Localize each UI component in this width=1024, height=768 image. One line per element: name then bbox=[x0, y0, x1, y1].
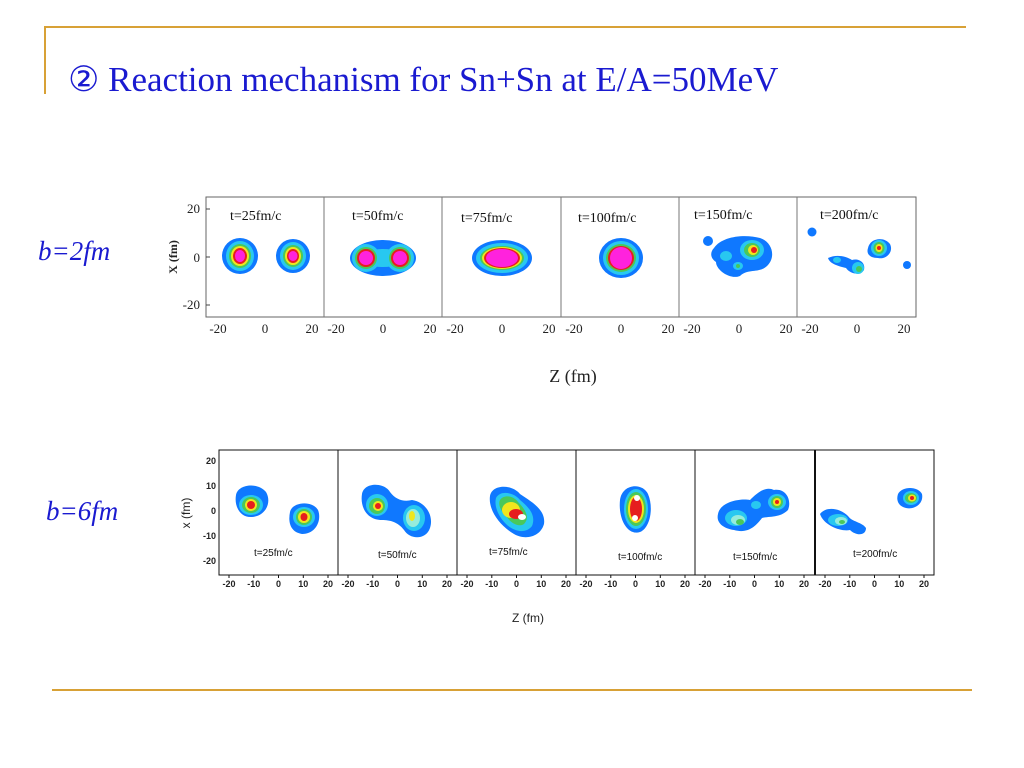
x-tick-label: -20 bbox=[683, 321, 700, 336]
x-tick-label: 20 bbox=[442, 579, 452, 589]
x-tick-label: 0 bbox=[262, 321, 269, 336]
x-tick-label: 0 bbox=[633, 579, 638, 589]
x-tick-label: 0 bbox=[752, 579, 757, 589]
x-tick-label: 20 bbox=[799, 579, 809, 589]
x-tick-label: 20 bbox=[543, 321, 556, 336]
density-blob bbox=[289, 503, 320, 534]
panel-time-label: t=100fm/c bbox=[618, 552, 662, 563]
density-blob bbox=[807, 227, 911, 274]
x-tick-label: 10 bbox=[774, 579, 784, 589]
figure-bottom: 20 10 0 -10 -20 x (fm) -20 -10 0 10 20 -20 -10… bbox=[179, 449, 935, 625]
x-tick-label: 20 bbox=[680, 579, 690, 589]
panel-time-label: t=25fm/c bbox=[230, 209, 281, 224]
x-tick-label: 0 bbox=[380, 321, 387, 336]
x-tick-label: -10 bbox=[723, 579, 736, 589]
x-tick-label: 10 bbox=[894, 579, 904, 589]
x-tick-label: -20 bbox=[341, 579, 354, 589]
density-blob bbox=[235, 485, 269, 518]
y-tick-label: 0 bbox=[211, 506, 216, 516]
x-tick-label: 20 bbox=[323, 579, 333, 589]
panel-time-label: t=75fm/c bbox=[461, 211, 512, 226]
density-blob bbox=[703, 236, 773, 277]
x-tick-label: -20 bbox=[222, 579, 235, 589]
x-tick-label: 20 bbox=[919, 579, 929, 589]
x-tick-label: 0 bbox=[514, 579, 519, 589]
panel-time-label: t=50fm/c bbox=[352, 209, 403, 224]
density-blob bbox=[361, 484, 432, 538]
figure-top: 20 0 -20 X (fm) t=25fm/c t=50fm/c t=75fm… bbox=[166, 196, 917, 387]
x-tick-label: -10 bbox=[366, 579, 379, 589]
x-tick-label: -20 bbox=[818, 579, 831, 589]
x-tick-label: -20 bbox=[565, 321, 582, 336]
panel-time-label: t=75fm/c bbox=[489, 547, 528, 558]
x-tick-label: 10 bbox=[298, 579, 308, 589]
y-tick-label: -20 bbox=[183, 297, 200, 312]
panel-time-label: t=150fm/c bbox=[733, 552, 777, 563]
density-blob bbox=[350, 240, 416, 276]
y-tick-label: 20 bbox=[187, 201, 200, 216]
x-tick-label: 20 bbox=[561, 579, 571, 589]
x-tick-label: -20 bbox=[579, 579, 592, 589]
bottom-accent-line bbox=[52, 689, 972, 691]
x-tick-label: 20 bbox=[780, 321, 793, 336]
density-blob bbox=[619, 486, 651, 533]
x-tick-label: 0 bbox=[854, 321, 861, 336]
y-tick-label: -20 bbox=[203, 556, 216, 566]
panel-time-label: t=50fm/c bbox=[378, 550, 417, 561]
x-tick-label: -10 bbox=[604, 579, 617, 589]
y-tick-label: 0 bbox=[194, 250, 201, 265]
x-tick-label: -20 bbox=[460, 579, 473, 589]
left-accent-line bbox=[44, 28, 46, 94]
x-tick-label: 0 bbox=[872, 579, 877, 589]
x-tick-label: -20 bbox=[698, 579, 711, 589]
x-tick-label: -10 bbox=[485, 579, 498, 589]
density-blob bbox=[276, 239, 310, 273]
figure-bottom-label: b=6fm bbox=[46, 496, 119, 526]
y-tick-label: -10 bbox=[203, 531, 216, 541]
density-blob bbox=[472, 240, 532, 276]
density-blob bbox=[717, 488, 790, 532]
x-axis-label: Z (fm) bbox=[512, 611, 544, 625]
x-tick-label: -20 bbox=[209, 321, 226, 336]
x-tick-label: 0 bbox=[276, 579, 281, 589]
x-tick-label: 0 bbox=[499, 321, 506, 336]
panel-time-label: t=100fm/c bbox=[578, 211, 636, 226]
y-tick-label: 10 bbox=[206, 481, 216, 491]
top-accent-line bbox=[44, 26, 966, 28]
x-tick-label: 20 bbox=[424, 321, 437, 336]
x-tick-label: 10 bbox=[417, 579, 427, 589]
x-axis-label: Z (fm) bbox=[549, 366, 596, 387]
density-blob bbox=[820, 488, 923, 535]
figure-top-label: b=2fm bbox=[38, 236, 111, 266]
x-tick-label: 0 bbox=[395, 579, 400, 589]
x-tick-label: -20 bbox=[446, 321, 463, 336]
y-tick-label: 20 bbox=[206, 456, 216, 466]
x-tick-label: -20 bbox=[801, 321, 818, 336]
x-tick-label: 0 bbox=[618, 321, 625, 336]
y-axis-label: X (fm) bbox=[166, 240, 180, 274]
panel-time-label: t=25fm/c bbox=[254, 548, 293, 559]
density-blob bbox=[222, 238, 258, 274]
x-tick-label: -20 bbox=[327, 321, 344, 336]
x-tick-label: -10 bbox=[247, 579, 260, 589]
density-blob bbox=[489, 486, 545, 538]
x-tick-label: -10 bbox=[843, 579, 856, 589]
x-tick-label: 20 bbox=[662, 321, 675, 336]
x-tick-label: 10 bbox=[655, 579, 665, 589]
density-blob bbox=[599, 238, 643, 278]
panel-time-label: t=200fm/c bbox=[853, 549, 897, 560]
panel-time-label: t=150fm/c bbox=[694, 208, 752, 223]
slide-title: ② Reaction mechanism for Sn+Sn at E/A=50… bbox=[68, 60, 779, 99]
x-tick-label: 10 bbox=[536, 579, 546, 589]
x-tick-label: 20 bbox=[898, 321, 911, 336]
x-tick-label: 20 bbox=[306, 321, 319, 336]
y-axis-label: x (fm) bbox=[179, 498, 193, 529]
x-tick-label: 0 bbox=[736, 321, 743, 336]
panel-time-label: t=200fm/c bbox=[820, 208, 878, 223]
